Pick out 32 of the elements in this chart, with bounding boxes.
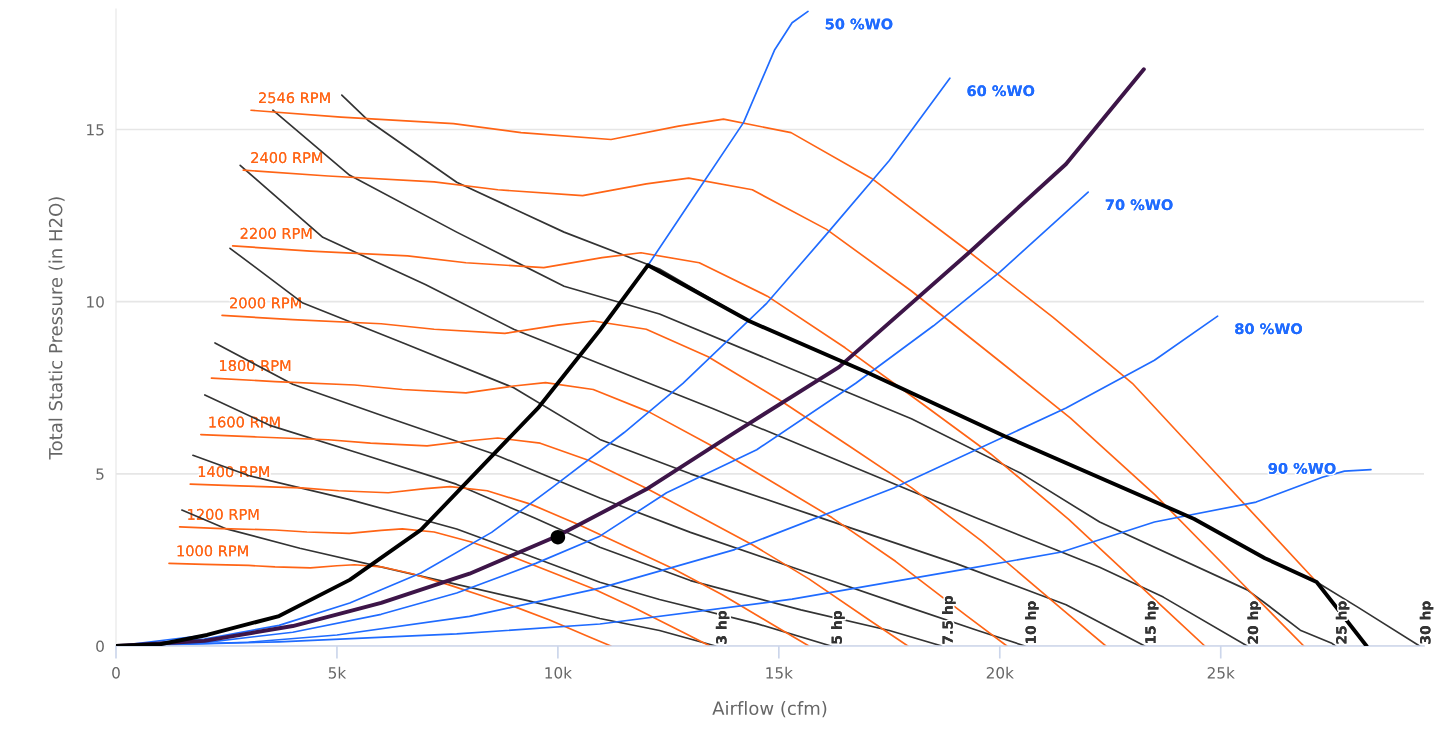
annotation: 1800 RPM — [220, 360, 291, 372]
annotation: 2200 RPM — [240, 227, 312, 239]
y-tick-label: 0 — [96, 640, 104, 653]
x-tick-label: 0 — [112, 667, 120, 679]
annotation: 20 hp — [1247, 601, 1261, 644]
y-axis-title: Total Static Pressure (in H2O) — [48, 197, 65, 460]
annotation: 60 %WO — [967, 85, 1035, 97]
annotation: 7.5 hp — [942, 595, 956, 644]
x-tick-label: 20k — [986, 666, 1014, 679]
annotation: 25 hp — [1335, 601, 1350, 644]
annotation: 3 hp — [715, 610, 730, 644]
annotation: 2400 RPM — [251, 152, 323, 164]
x-tick-label: 10k — [545, 666, 572, 679]
annotation: 2546 RPM — [259, 92, 330, 104]
annotation: 1400 RPM — [198, 466, 270, 478]
annotation: 90 %WO — [1268, 462, 1336, 474]
x-axis-title: Airflow (cfm) — [712, 701, 827, 718]
y-tick-label: 10 — [87, 296, 104, 308]
annotation: 1000 RPM — [177, 545, 248, 557]
x-tick-label: 25k — [1207, 666, 1235, 679]
annotation: 30 hp — [1419, 601, 1434, 644]
annotation: 70 %WO — [1105, 199, 1173, 211]
y-tick-label: 15 — [87, 124, 104, 136]
annotation: 80 %WO — [1235, 323, 1303, 335]
x-tick-label: 5k — [328, 666, 347, 679]
annotation: 15 hp — [1144, 601, 1159, 644]
annotation: 10 hp — [1025, 601, 1039, 644]
annotation: 50 %WO — [825, 18, 893, 30]
x-tick-label: 15k — [766, 666, 793, 679]
annotation: 5 hp — [831, 610, 845, 644]
y-tick-label: 5 — [96, 468, 104, 480]
annotation: 2000 RPM — [230, 297, 301, 309]
